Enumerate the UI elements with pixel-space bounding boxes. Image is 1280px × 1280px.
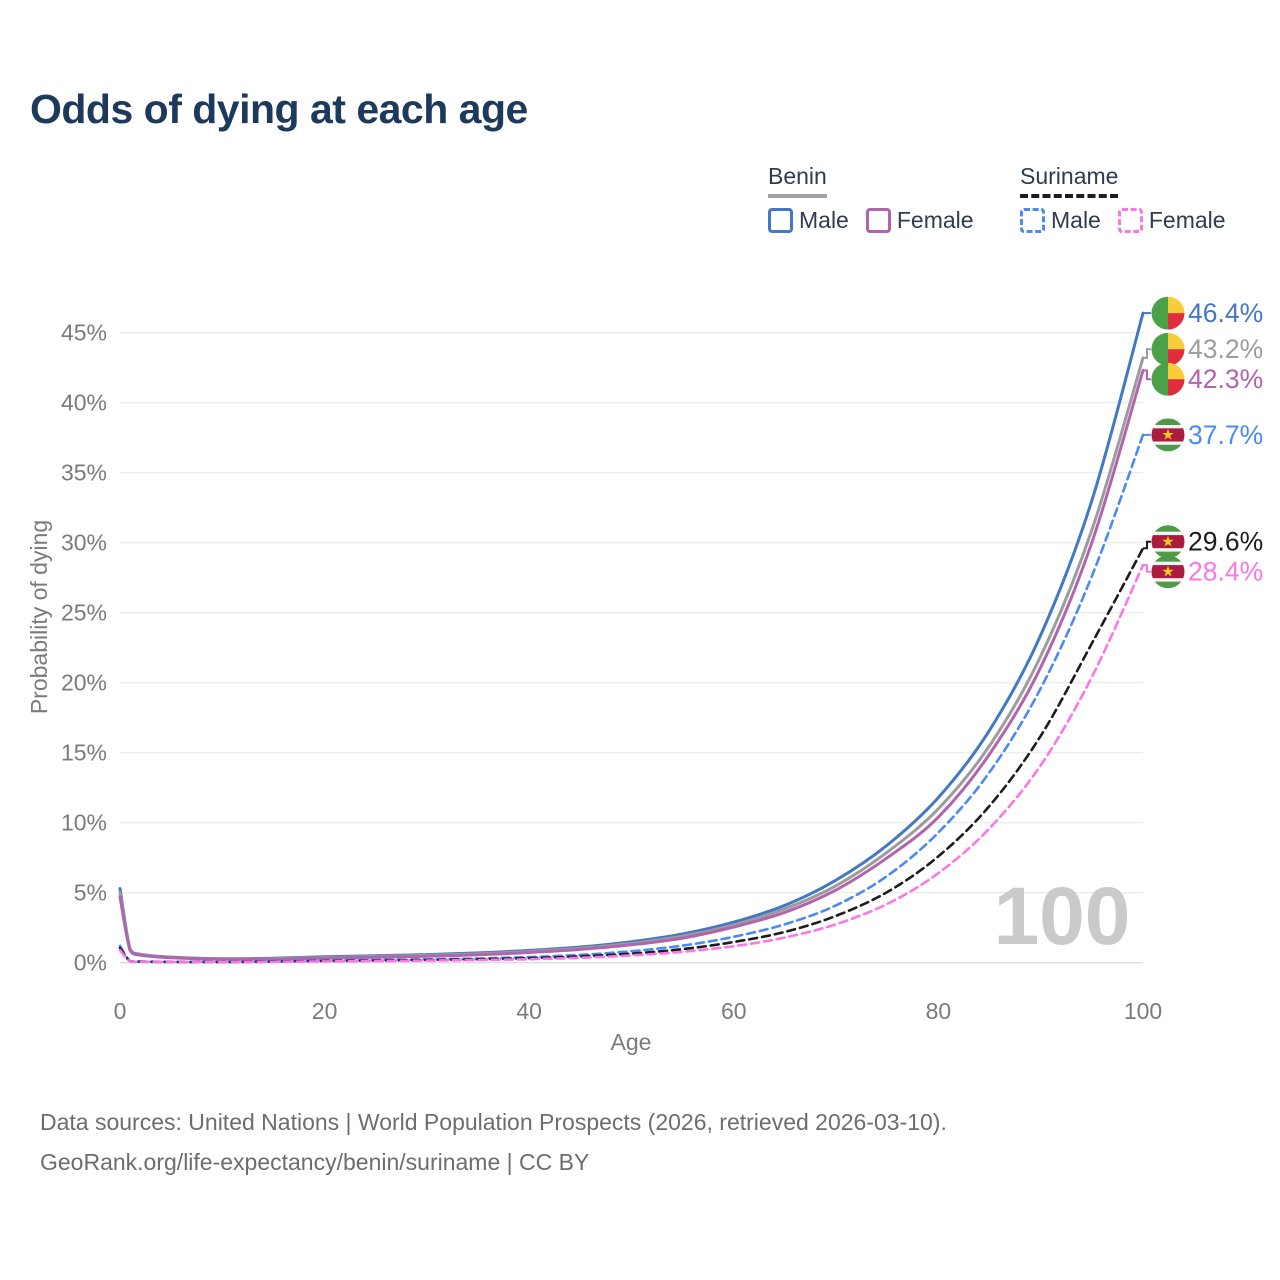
legend-country-benin-label: Benin bbox=[768, 163, 827, 189]
footer-attribution: GeoRank.org/life-expectancy/benin/surina… bbox=[40, 1149, 590, 1175]
y-tick-label: 20% bbox=[61, 670, 107, 696]
y-tick-label: 10% bbox=[61, 810, 107, 836]
y-tick-label: 5% bbox=[74, 880, 107, 906]
legend-item-benin-female[interactable]: Female bbox=[865, 207, 974, 234]
y-tick-label: 25% bbox=[61, 600, 107, 626]
y-axis-title: Probability of dying bbox=[26, 520, 52, 714]
end-label-connector-suriname-female bbox=[1143, 564, 1151, 573]
suriname-flag-icon bbox=[1151, 418, 1185, 452]
x-tick-label: 100 bbox=[1124, 998, 1162, 1024]
y-tick-label: 15% bbox=[61, 740, 107, 766]
end-label-connector-benin-both bbox=[1143, 348, 1151, 359]
suriname-female-swatch-icon bbox=[1117, 208, 1143, 233]
legend-items-suriname: Male Female bbox=[1020, 207, 1226, 234]
benin-male-swatch-icon bbox=[768, 208, 793, 233]
end-label-benin-female: 42.3% bbox=[1188, 364, 1263, 394]
legend-item-benin-male[interactable]: Male bbox=[768, 207, 849, 234]
legend-label-benin-male: Male bbox=[799, 207, 849, 233]
legend-country-suriname[interactable]: Suriname bbox=[1020, 163, 1119, 198]
x-tick-label: 40 bbox=[516, 998, 542, 1024]
suriname-flag-icon bbox=[1151, 525, 1185, 559]
legend-items-benin: Male Female bbox=[768, 207, 974, 234]
legend-label-benin-female: Female bbox=[896, 207, 974, 233]
benin-flag-icon bbox=[1151, 362, 1185, 396]
x-tick-label: 20 bbox=[312, 998, 338, 1024]
hover-age-watermark: 100 bbox=[994, 871, 1131, 962]
footer: Data sources: United Nations | World Pop… bbox=[40, 1102, 947, 1182]
x-tick-label: 80 bbox=[926, 998, 952, 1024]
legend-item-suriname-male[interactable]: Male bbox=[1020, 207, 1101, 234]
x-tick-label: 60 bbox=[721, 998, 747, 1024]
benin-female-swatch-icon bbox=[865, 208, 891, 233]
suriname-flag-icon bbox=[1151, 555, 1185, 589]
footer-sources: Data sources: United Nations | World Pop… bbox=[40, 1109, 947, 1135]
y-tick-label: 30% bbox=[61, 530, 107, 556]
legend-label-suriname-male: Male bbox=[1051, 207, 1101, 233]
end-label-benin-both: 43.2% bbox=[1188, 334, 1263, 364]
benin-flag-icon bbox=[1151, 296, 1185, 330]
suriname-male-swatch-icon bbox=[1020, 208, 1045, 233]
end-label-suriname-female: 28.4% bbox=[1188, 557, 1263, 587]
series-line-suriname-both bbox=[118, 547, 1145, 964]
legend-label-suriname-female: Female bbox=[1148, 207, 1226, 233]
legend-country-suriname-label: Suriname bbox=[1020, 163, 1119, 189]
end-label-connector-benin-female bbox=[1143, 369, 1151, 381]
end-label-suriname-both: 29.6% bbox=[1188, 527, 1263, 557]
end-label-suriname-male: 37.7% bbox=[1188, 420, 1263, 450]
y-tick-label: 35% bbox=[61, 460, 107, 486]
legend-group-suriname: Suriname Male Female bbox=[1020, 163, 1226, 234]
page-title: Odds of dying at each age bbox=[30, 86, 528, 132]
legend-item-suriname-female[interactable]: Female bbox=[1117, 207, 1226, 234]
legend-group-benin: Benin Male Female bbox=[768, 163, 974, 234]
series-line-benin-female bbox=[118, 369, 1145, 961]
legend-country-benin[interactable]: Benin bbox=[768, 163, 827, 198]
end-label-benin-male: 46.4% bbox=[1188, 298, 1263, 328]
series-line-benin-male bbox=[118, 311, 1145, 961]
y-tick-label: 45% bbox=[61, 320, 107, 346]
series-line-suriname-female bbox=[118, 563, 1145, 964]
y-tick-label: 0% bbox=[74, 950, 107, 976]
series-line-suriname-male bbox=[118, 433, 1145, 964]
benin-flag-icon bbox=[1151, 332, 1185, 366]
x-tick-label: 0 bbox=[114, 998, 127, 1024]
x-axis-title: Age bbox=[611, 1029, 652, 1055]
series-line-benin-both bbox=[118, 356, 1145, 961]
y-tick-label: 40% bbox=[61, 390, 107, 416]
end-label-connector-suriname-both bbox=[1143, 540, 1151, 550]
